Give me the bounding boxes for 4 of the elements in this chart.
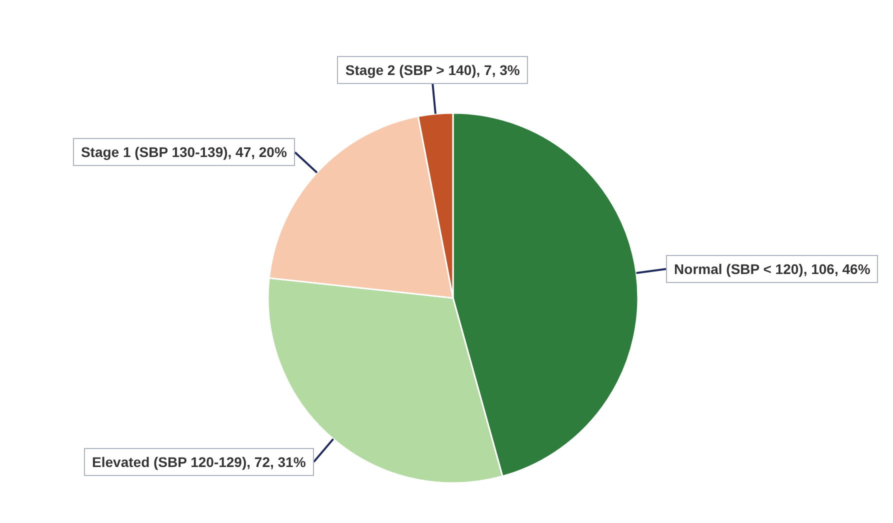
slice-label: Normal (SBP < 120), 106, 46% (666, 254, 878, 283)
slice-label: Stage 2 (SBP > 140), 7, 3% (337, 56, 528, 84)
slice-label: Stage 1 (SBP 130-139), 47, 20% (72, 138, 295, 166)
slice-label: Elevated (SBP 120-129), 72, 31% (84, 448, 314, 476)
